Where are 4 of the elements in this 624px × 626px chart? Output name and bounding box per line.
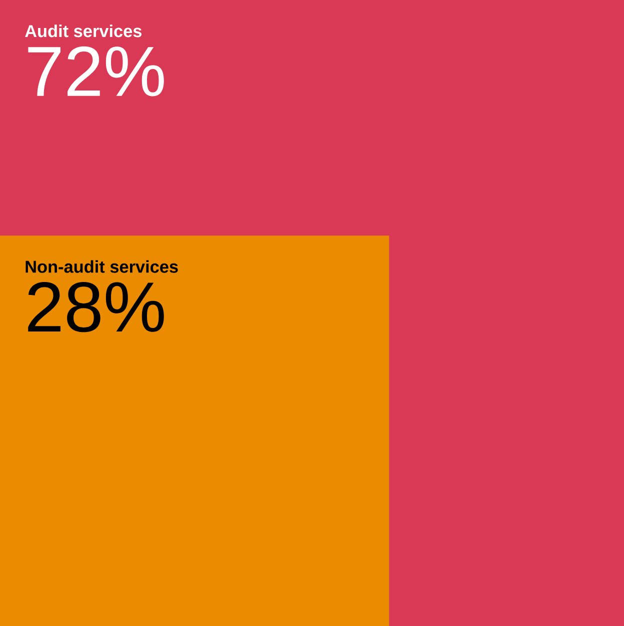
data-label: 72% <box>28 46 164 96</box>
category-label: Non-audit services <box>26 260 178 273</box>
data-label: 28% <box>28 282 164 332</box>
category-label: Audit services <box>25 24 142 38</box>
